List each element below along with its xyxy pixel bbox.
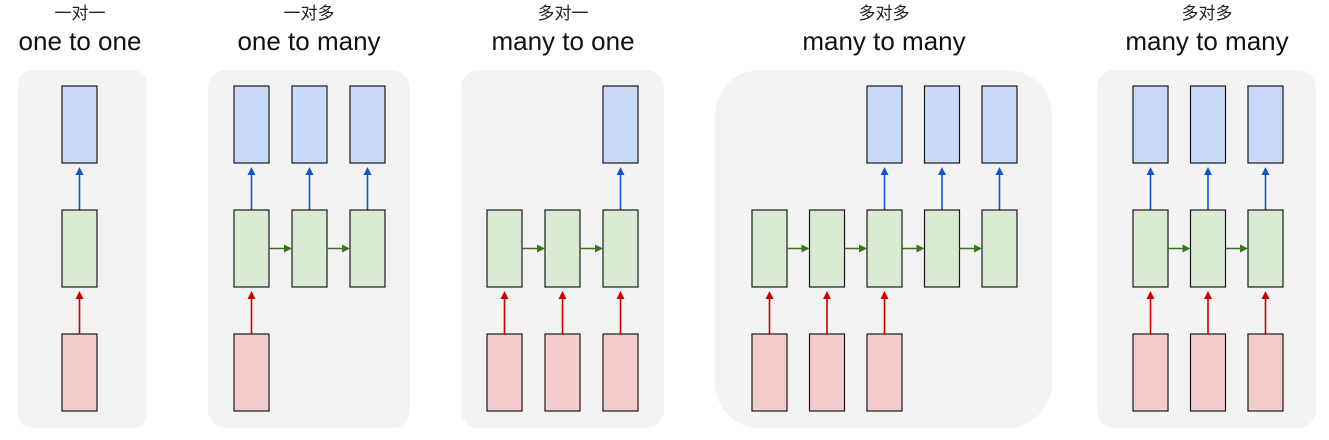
input-node [486,333,523,412]
output-node [923,85,961,164]
hidden-node [233,209,270,288]
input-node [1189,333,1227,412]
panel-title-en: many to one [491,26,634,56]
panel-many-to-one: 多对一 many to one [461,4,664,428]
hidden-node [1247,209,1284,288]
panel-title-en: many to many [1125,26,1288,56]
panel-title-en: one to one [19,26,142,56]
panel-title-zh: 多对多 [859,4,910,24]
panel-title-en: many to many [802,26,965,56]
output-node [1132,85,1169,164]
input-node [866,333,903,412]
output-node [61,85,98,164]
output-node [1189,85,1227,164]
panel-title-zh: 多对多 [1182,4,1233,24]
hidden-node [751,209,788,288]
panel-many-to-many-synced: 多对多 many to many [1097,4,1316,428]
input-node [544,333,581,412]
hidden-node [808,209,846,288]
hidden-node [866,209,903,288]
hidden-node [602,209,639,288]
input-node [1247,333,1284,412]
panel-title-en: one to many [237,26,380,56]
hidden-node [923,209,961,288]
output-node [1247,85,1284,164]
panel-title-zh: 一对多 [284,4,335,24]
input-node [61,333,98,412]
hidden-node [544,209,581,288]
panel-title-zh: 一对一 [55,4,106,24]
panel-title-zh: 多对一 [538,4,589,24]
output-node [866,85,903,164]
panel-one-to-one: 一对一 one to one [18,4,147,428]
hidden-node [981,209,1018,288]
output-node [602,85,639,164]
hidden-node [349,209,386,288]
hidden-node [1132,209,1169,288]
input-node [1132,333,1169,412]
hidden-node [1189,209,1227,288]
output-node [981,85,1018,164]
output-node [233,85,270,164]
input-node [751,333,788,412]
panel-one-to-many: 一对多 one to many [208,4,410,428]
output-node [291,85,328,164]
output-node [349,85,386,164]
input-node [808,333,846,412]
hidden-node [61,209,98,288]
input-node [602,333,639,412]
panel-many-to-many-delayed: 多对多 many to many [715,4,1052,428]
hidden-node [291,209,328,288]
hidden-node [486,209,523,288]
input-node [233,333,270,412]
